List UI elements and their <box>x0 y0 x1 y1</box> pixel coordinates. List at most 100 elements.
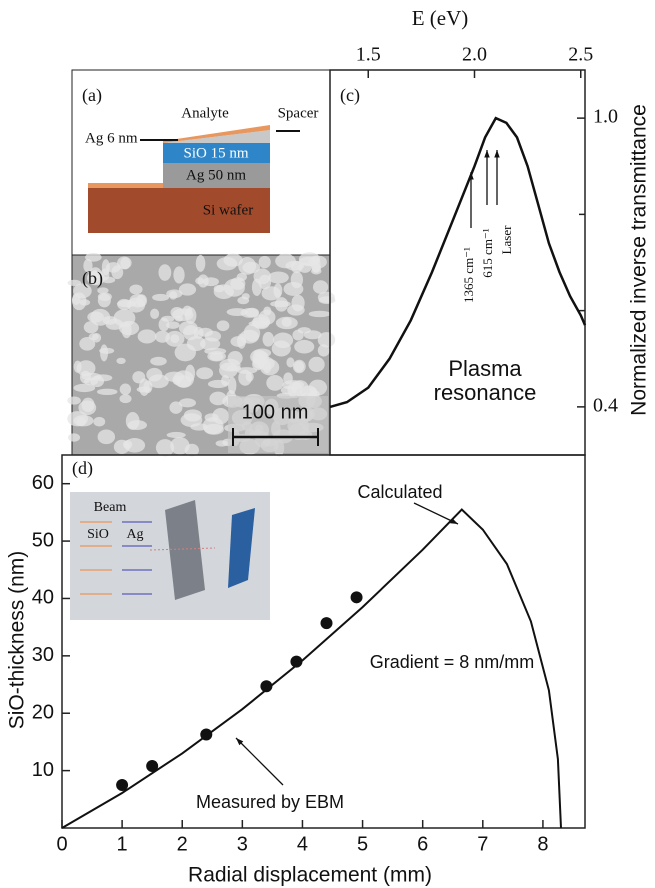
grain <box>317 344 330 357</box>
grain <box>244 307 260 318</box>
grain <box>308 379 328 396</box>
grain <box>195 254 206 272</box>
grain <box>152 293 170 301</box>
grain <box>290 261 303 274</box>
grain <box>73 360 82 373</box>
x-tick-label: 1 <box>117 833 128 855</box>
grain <box>97 429 116 445</box>
grain <box>105 262 121 273</box>
data-point <box>200 728 213 741</box>
grain <box>238 369 252 386</box>
data-point <box>290 655 303 668</box>
arrow-shaft <box>413 502 459 525</box>
grain <box>119 383 132 396</box>
ag-layer <box>163 163 270 188</box>
grain <box>166 431 186 439</box>
annotation: resonance <box>434 380 537 405</box>
panel-label: (d) <box>72 458 93 479</box>
y-tick-label: 60 <box>32 472 54 494</box>
x-tick-label: 2 <box>177 833 188 855</box>
grain <box>283 281 304 296</box>
grain <box>79 336 96 351</box>
y-tick-label: 0.4 <box>593 394 618 416</box>
grain <box>97 287 109 294</box>
annotation: Calculated <box>357 482 442 502</box>
inset-label: SiO <box>87 527 109 542</box>
grain <box>180 413 203 428</box>
arrow-head <box>494 150 500 158</box>
grain <box>253 268 271 285</box>
scale-bar-label: 100 nm <box>242 401 309 423</box>
grain <box>216 320 230 332</box>
grain <box>118 320 140 336</box>
grain <box>266 375 284 391</box>
x-tick-label: 2.0 <box>462 44 487 66</box>
grain <box>312 280 329 294</box>
grain <box>297 327 311 334</box>
grain <box>170 437 190 455</box>
annotation: Laser <box>499 225 514 255</box>
grain <box>169 401 183 414</box>
grain <box>169 291 178 300</box>
grain <box>287 304 305 316</box>
grain <box>93 416 106 427</box>
arrow-shaft <box>235 737 284 786</box>
x-tick-label: 7 <box>477 833 488 855</box>
grain <box>267 271 289 284</box>
grain <box>291 380 309 397</box>
grain <box>67 396 81 405</box>
grain <box>227 376 237 395</box>
grain <box>67 433 81 442</box>
grain <box>310 256 321 273</box>
grain <box>258 255 271 269</box>
plots: 1.5 2.0 2.5 0.4 1.0 1365 cm⁻¹ 615 cm⁻¹ Laser Pla… <box>6 6 651 887</box>
grain <box>143 380 153 394</box>
inset: Beam SiO Ag <box>70 492 270 620</box>
grain <box>238 257 257 275</box>
grain <box>120 257 131 270</box>
annotation: 615 cm⁻¹ <box>480 228 495 277</box>
inset-label: Beam <box>94 500 127 515</box>
grain <box>195 277 205 285</box>
annotation: Plasma <box>448 356 522 381</box>
schematic-panel: (a) Analyte Spacer Ag 6 nm SiO 15 nm Ag … <box>71 69 331 256</box>
grain <box>294 339 315 354</box>
panel-label: (b) <box>82 268 103 289</box>
grain <box>137 329 157 344</box>
grain <box>270 300 291 308</box>
grain <box>202 277 219 287</box>
inset-label: Ag <box>126 527 143 542</box>
grain <box>155 439 175 457</box>
grain <box>293 361 305 373</box>
grain <box>132 371 146 384</box>
grain <box>158 264 172 281</box>
grain <box>236 272 248 282</box>
grain <box>182 305 193 317</box>
analyte-layer <box>88 183 163 188</box>
grain <box>165 330 185 347</box>
layer-label: SiO 15 nm <box>183 145 248 161</box>
label-bg <box>228 396 328 453</box>
y-tick-label: 50 <box>32 529 54 551</box>
x-tick-label: 6 <box>417 833 428 855</box>
x-tick-label: 8 <box>537 833 548 855</box>
grain <box>308 310 331 318</box>
grain <box>308 356 325 373</box>
y-tick-label: 10 <box>32 759 54 781</box>
grain <box>81 397 95 413</box>
grain <box>83 258 93 273</box>
grain <box>241 293 250 300</box>
annotation: 1365 cm⁻¹ <box>461 247 476 303</box>
grain <box>204 330 222 342</box>
layer-label: Analyte <box>181 105 229 121</box>
grain <box>83 321 99 334</box>
grain <box>129 284 143 295</box>
grain <box>275 316 298 330</box>
x-tick-label: 1.5 <box>356 44 381 66</box>
grain <box>150 308 160 320</box>
grain <box>271 340 291 357</box>
grain <box>178 398 197 408</box>
grain <box>178 283 197 296</box>
arrow-head <box>236 738 244 746</box>
